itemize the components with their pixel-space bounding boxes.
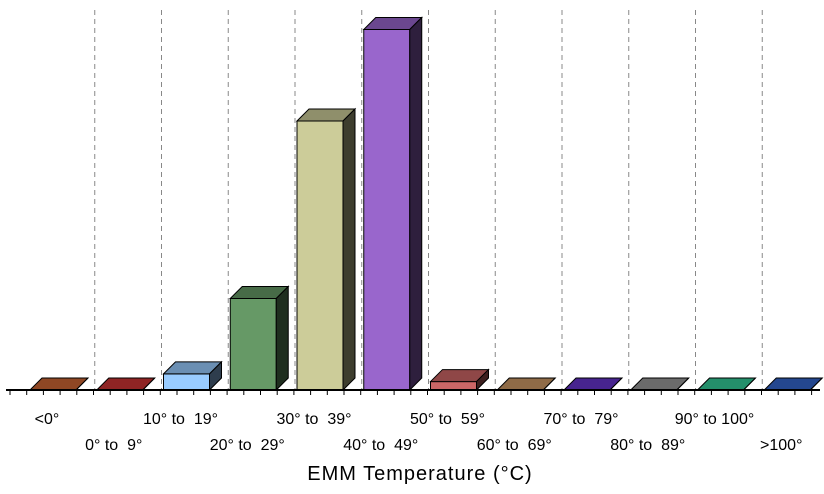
bar-front xyxy=(229,298,277,391)
bar-0 xyxy=(28,377,90,391)
x-tick-label: 80° to 89° xyxy=(610,437,685,454)
bar-side xyxy=(609,377,623,391)
bar-side xyxy=(275,285,289,392)
bar-front xyxy=(363,28,411,391)
bar-top xyxy=(95,377,156,391)
bar-top xyxy=(696,377,757,391)
bar-front xyxy=(163,373,210,391)
x-tick-label: 70° to 79° xyxy=(543,411,618,428)
bar-5 xyxy=(362,16,423,392)
bar-top xyxy=(562,377,624,391)
x-tick-label: 0° to 9° xyxy=(85,437,142,454)
bar-top xyxy=(629,377,690,391)
bar-side xyxy=(476,368,489,392)
bar-7 xyxy=(496,377,557,391)
bar-8 xyxy=(562,377,624,391)
x-tick-label: 60° to 69° xyxy=(477,437,552,454)
x-tick-labels: <0° 0° to 9°10° to 19° 20° to 29° 30° to 39… xyxy=(35,411,803,454)
bar-top xyxy=(496,377,557,391)
bar-front xyxy=(296,120,344,391)
bar-side xyxy=(142,377,156,391)
bar-side xyxy=(743,377,756,391)
bar-front xyxy=(430,381,477,391)
bar-side xyxy=(409,16,423,392)
x-tick-label: 40° to 49° xyxy=(343,437,418,454)
bar-1 xyxy=(95,377,156,391)
bar-top xyxy=(763,377,824,391)
bars xyxy=(28,16,824,392)
x-tick-label: <0° xyxy=(35,411,60,428)
bar-side xyxy=(809,377,823,391)
bar-side xyxy=(209,360,222,392)
bar-side xyxy=(676,377,690,391)
grid-lines xyxy=(94,10,763,390)
x-axis xyxy=(6,389,820,395)
bar-top xyxy=(28,377,90,391)
bar-11 xyxy=(763,377,824,391)
bar-2 xyxy=(162,360,223,392)
x-tick-label: >100° xyxy=(760,437,802,454)
bar-side xyxy=(75,377,89,391)
bar-10 xyxy=(696,377,757,391)
bar-9 xyxy=(629,377,690,391)
x-axis-title: EMM Temperature (°C) xyxy=(307,463,532,485)
bar-6 xyxy=(429,368,490,392)
x-tick-label: 90° to 100° xyxy=(675,411,755,428)
x-tick-label: 50° to 59° xyxy=(410,411,485,428)
bar-side xyxy=(342,107,356,392)
bar-4 xyxy=(295,107,357,392)
bar-side xyxy=(542,377,556,391)
x-tick-label: 10° to 19° xyxy=(143,411,218,428)
bar-3 xyxy=(229,285,290,392)
x-tick-label: 30° to 39° xyxy=(276,411,351,428)
x-tick-label: 20° to 29° xyxy=(210,437,285,454)
